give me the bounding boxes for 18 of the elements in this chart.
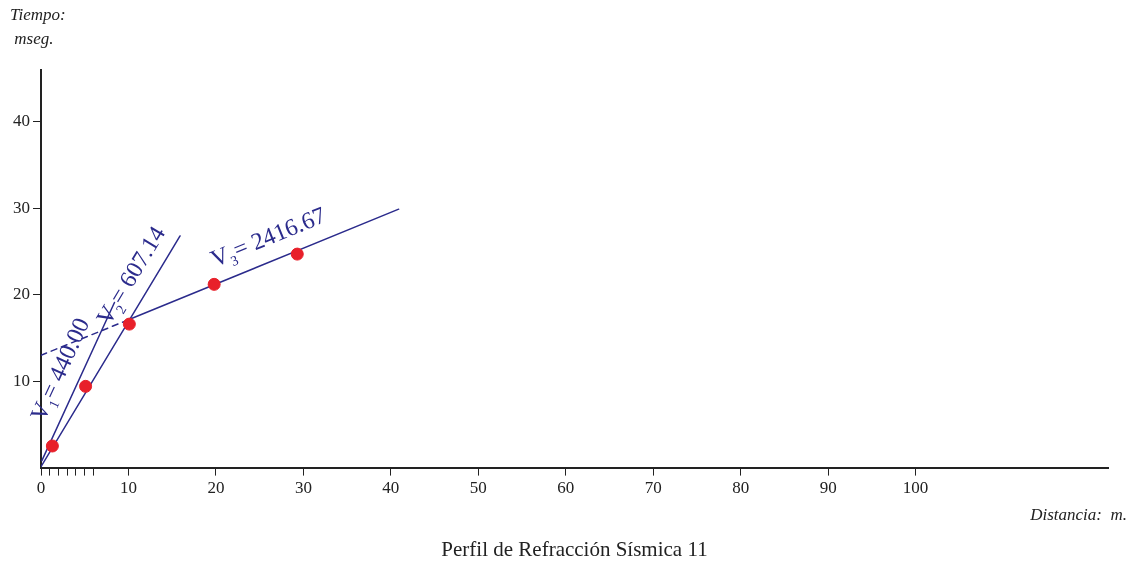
x-axis-title: Distancia: m. — [1029, 504, 1127, 524]
x-tick-label: 90 — [819, 478, 837, 498]
x-tick-label: 100 — [902, 478, 929, 498]
y-tick-label: 20 — [13, 284, 30, 304]
x-tick-label: 10 — [119, 478, 137, 498]
x-tick-label: 80 — [732, 478, 750, 498]
x-tick-label: 30 — [294, 478, 312, 498]
y-tick-label: 10 — [13, 370, 30, 390]
x-tick-label: 70 — [644, 478, 662, 498]
x-tick-label: 60 — [557, 478, 575, 498]
y-tick-label: 30 — [13, 197, 30, 217]
x-tick-label: 20 — [207, 478, 225, 498]
y-axis-title: Tiempo: mseg. — [10, 5, 66, 48]
x-tick-label: 50 — [469, 478, 487, 498]
x-tick-label: 0 — [36, 478, 46, 498]
y-tick-label: 40 — [13, 111, 30, 131]
text: Perfil de Refracción Sísmica 11 — [441, 536, 708, 561]
x-tick-label: 40 — [382, 478, 400, 498]
